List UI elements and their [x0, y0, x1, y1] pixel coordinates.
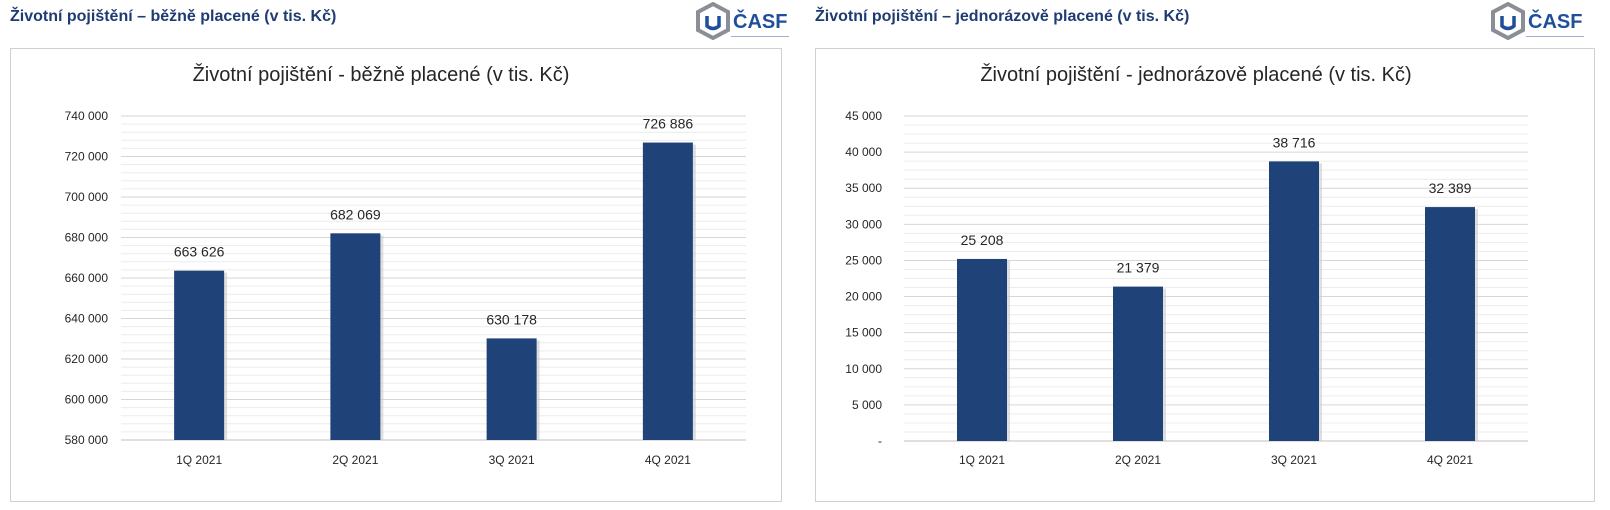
logo-underline — [1526, 36, 1584, 37]
bar — [330, 233, 381, 440]
category-label: 2Q 2021 — [1115, 453, 1161, 467]
bar — [1113, 286, 1163, 441]
category-label: 4Q 2021 — [645, 453, 691, 467]
data-label: 630 178 — [486, 311, 537, 327]
bar — [1269, 161, 1319, 441]
bar — [1425, 207, 1475, 441]
data-label: 21 379 — [1117, 260, 1160, 276]
casf-logo: ČASF — [1490, 2, 1590, 40]
y-tick-label: 5 000 — [852, 398, 882, 412]
y-tick-label: 680 000 — [65, 231, 109, 245]
category-label: 3Q 2021 — [489, 453, 535, 467]
y-tick-label: - — [878, 434, 882, 448]
y-tick-label: 45 000 — [845, 109, 882, 123]
y-tick-label: 660 000 — [65, 271, 109, 285]
panel-single-premium: Životní pojištění – jednorázově placené … — [815, 0, 1595, 510]
data-label: 25 208 — [961, 232, 1004, 248]
chart-title: Životní pojištění - běžně placené (v tis… — [193, 63, 570, 86]
logo-text: ČASF — [733, 11, 788, 33]
y-tick-label: 640 000 — [65, 312, 109, 326]
chart-frame-single: Životní pojištění - jednorázově placené … — [815, 48, 1595, 502]
y-tick-label: 30 000 — [845, 217, 882, 231]
page-title-single: Životní pojištění – jednorázově placené … — [815, 8, 1190, 25]
category-label: 3Q 2021 — [1271, 453, 1317, 467]
category-label: 1Q 2021 — [176, 453, 222, 467]
chart-regular-premium: Životní pojištění - běžně placené (v tis… — [65, 63, 746, 467]
data-label: 682 069 — [330, 206, 381, 222]
y-tick-label: 700 000 — [65, 190, 109, 204]
bar — [486, 338, 537, 440]
data-label: 38 716 — [1273, 134, 1316, 150]
y-tick-label: 720 000 — [65, 150, 109, 164]
casf-logo: ČASF — [695, 2, 795, 40]
y-tick-label: 35 000 — [845, 181, 882, 195]
y-tick-label: 580 000 — [65, 433, 109, 447]
panel-regular-premium: Životní pojištění – běžně placené (v tis… — [10, 0, 790, 510]
data-label: 32 389 — [1429, 180, 1472, 196]
y-tick-label: 40 000 — [845, 145, 882, 159]
data-label: 726 886 — [643, 116, 694, 132]
category-label: 2Q 2021 — [332, 453, 378, 467]
logo-underline — [731, 36, 789, 37]
y-tick-label: 620 000 — [65, 352, 109, 366]
page-title-regular: Životní pojištění – běžně placené (v tis… — [10, 8, 337, 25]
category-label: 4Q 2021 — [1427, 453, 1473, 467]
casf-hexagon-icon — [1491, 2, 1525, 40]
category-label: 1Q 2021 — [959, 453, 1005, 467]
chart-frame-regular: Životní pojištění - běžně placené (v tis… — [10, 48, 782, 502]
bar — [642, 142, 693, 440]
casf-hexagon-icon — [696, 2, 730, 40]
y-tick-label: 10 000 — [845, 362, 882, 376]
chart-title: Životní pojištění - jednorázově placené … — [980, 63, 1411, 86]
y-tick-label: 740 000 — [65, 109, 109, 123]
y-tick-label: 15 000 — [845, 326, 882, 340]
chart-single-premium: Životní pojištění - jednorázově placené … — [845, 63, 1528, 467]
logo-text: ČASF — [1528, 11, 1583, 33]
bar — [174, 270, 225, 440]
y-tick-label: 20 000 — [845, 290, 882, 304]
bar — [957, 258, 1007, 441]
y-tick-label: 600 000 — [65, 393, 109, 407]
y-tick-label: 25 000 — [845, 253, 882, 267]
data-label: 663 626 — [174, 244, 225, 260]
